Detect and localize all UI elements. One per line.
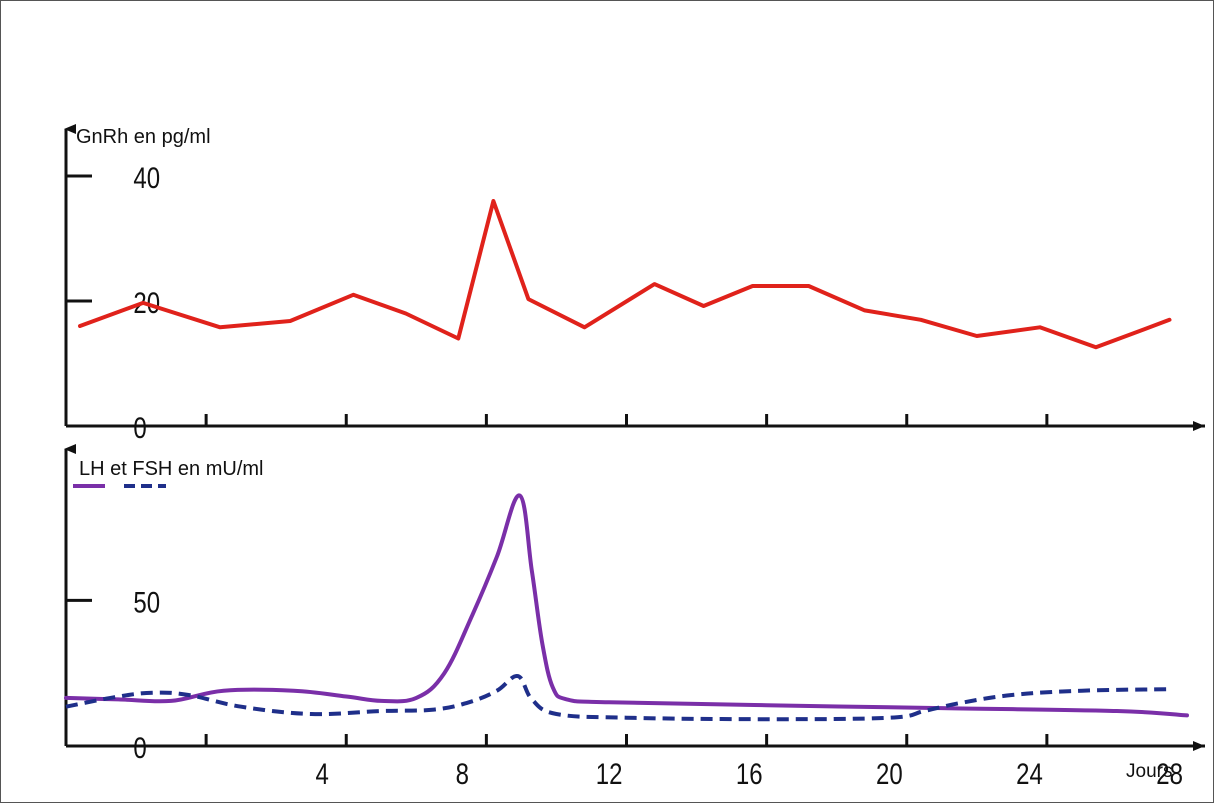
x-tick-label: 8 xyxy=(456,756,469,790)
lh-fsh-y-axis-label: LH et FSH en mU/ml xyxy=(79,458,263,480)
x-tick-label: 24 xyxy=(1016,756,1043,790)
gnrh-series xyxy=(78,199,1172,350)
x-axis-label: Jours xyxy=(1126,761,1172,782)
x-tick-label: 28 xyxy=(1156,756,1183,790)
lh-fsh-x-ticks: 4 8 12 16 20 24 28 xyxy=(204,734,1183,791)
x-tick-label: 4 xyxy=(316,756,329,790)
lh-fsh-y-ticks: 0 50 xyxy=(66,585,160,765)
gnrh-y-axis-label: GnRh en pg/ml xyxy=(76,126,211,148)
gnrh-axes xyxy=(64,124,1205,431)
y-tick-label: 50 xyxy=(133,585,160,619)
lh-fsh-series xyxy=(64,493,1189,722)
x-tick-label: 16 xyxy=(736,756,763,790)
y-tick-label: 0 xyxy=(133,730,146,764)
y-tick-label: 40 xyxy=(133,160,160,194)
x-tick-label: 20 xyxy=(876,756,903,790)
gnrh-line xyxy=(78,199,1172,350)
lh-fsh-panel: 0 50 4 8 12 16 20 24 28 LH et FSH en mU/ml Jour… xyxy=(64,444,1205,791)
x-tick-label: 12 xyxy=(596,756,623,790)
fsh-line xyxy=(65,674,1170,722)
gnrh-x-ticks xyxy=(204,414,1049,426)
lh-line xyxy=(64,493,1189,718)
y-tick-label: 0 xyxy=(133,410,146,444)
